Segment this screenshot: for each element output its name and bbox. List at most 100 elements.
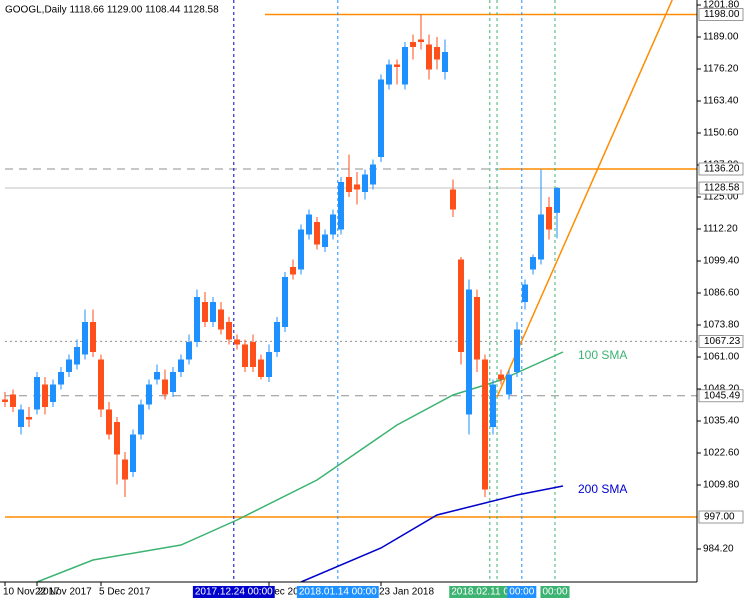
y-tick-label: 1201.80 xyxy=(703,0,740,11)
sma-label: 200 SMA xyxy=(578,482,627,496)
y-tick-label: 1048.20 xyxy=(703,384,740,395)
candle-body xyxy=(538,214,544,260)
candle-body xyxy=(122,459,128,480)
chart-title: GOOGL,Daily 1118.66 1129.00 1108.44 1128… xyxy=(5,5,219,16)
candle-body xyxy=(466,289,472,415)
candle-body xyxy=(522,284,528,302)
level-label-box xyxy=(698,389,744,403)
candle-body xyxy=(386,64,392,85)
level-label: 1067.23 xyxy=(704,336,741,347)
candle-body xyxy=(370,164,376,185)
candle-body xyxy=(306,214,312,235)
candle-body xyxy=(554,188,560,213)
candle-body xyxy=(378,79,384,157)
vline-label: 00:00 xyxy=(509,587,534,598)
level-label: 1198.00 xyxy=(704,9,740,20)
candle-body xyxy=(18,409,24,427)
candle-body xyxy=(274,322,280,352)
y-tick-label: 1189.00 xyxy=(703,32,739,43)
candle-body xyxy=(314,222,320,245)
level-label: 997.00 xyxy=(704,512,735,523)
candle-body xyxy=(2,399,8,402)
candle-body xyxy=(106,409,112,435)
y-tick-label: 1022.60 xyxy=(703,448,740,459)
candle-body xyxy=(138,404,144,435)
candle-body xyxy=(250,342,256,367)
candle-body xyxy=(178,359,184,372)
y-tick-label: 1099.40 xyxy=(703,256,740,267)
y-tick-label: 1125.00 xyxy=(703,192,739,203)
candle-body xyxy=(34,377,40,410)
level-label: 1128.58 xyxy=(704,183,740,194)
vline-label: 2017.12.24 00:00 xyxy=(195,587,273,598)
candle-body xyxy=(514,329,520,372)
candle-body xyxy=(458,259,464,352)
candle-body xyxy=(330,214,336,235)
candle-body xyxy=(42,384,48,407)
level-label-box xyxy=(698,8,744,21)
vline-label-box xyxy=(192,586,275,598)
candle-body xyxy=(418,39,424,42)
candle-body xyxy=(114,422,120,455)
candle-body xyxy=(234,339,240,345)
trend-line xyxy=(496,0,673,398)
candle-body xyxy=(90,322,96,352)
y-tick-label: 1163.40 xyxy=(703,96,739,107)
candle-body xyxy=(226,322,232,340)
candle-body xyxy=(450,189,456,210)
y-tick-label: 1061.00 xyxy=(703,352,740,363)
candle-body xyxy=(218,309,224,330)
candle-body xyxy=(410,42,416,47)
candle-body xyxy=(474,297,480,360)
y-tick-label: 1086.60 xyxy=(703,288,740,299)
candle-body xyxy=(434,47,440,60)
candle-body xyxy=(210,302,216,322)
candle-body xyxy=(546,207,552,230)
candle-body xyxy=(130,434,136,472)
axes: 1201.801189.001176.201163.401150.601137.… xyxy=(3,0,740,598)
candle-body xyxy=(194,297,200,342)
candle-body xyxy=(202,302,208,322)
candle-body xyxy=(498,374,504,380)
y-tick-label: 1150.60 xyxy=(703,128,739,139)
y-tick-label: 1009.80 xyxy=(703,480,740,491)
candle-body xyxy=(98,359,104,410)
candle-body xyxy=(322,234,328,247)
x-tick-label: 10 Nov 2017 xyxy=(3,587,60,598)
x-tick-label: 22 Nov 2017 xyxy=(35,587,92,598)
vline-label: 2018.01.14 00:00 xyxy=(299,587,377,598)
candle-body xyxy=(402,47,408,85)
x-tick-label: Dec 20 xyxy=(267,587,299,598)
vline-label-box xyxy=(507,586,537,598)
level-label: 1045.49 xyxy=(704,390,741,401)
vline-label-box xyxy=(540,586,570,598)
x-tick-label: 23 Jan 2018 xyxy=(379,587,434,598)
candle-body xyxy=(170,372,176,392)
candle-body xyxy=(26,417,32,420)
y-tick-label: 984.20 xyxy=(703,544,734,555)
candle-body xyxy=(530,257,536,270)
vline-label-box xyxy=(296,586,379,598)
level-label-box xyxy=(698,181,744,195)
candle-body xyxy=(506,374,512,395)
y-tick-label: 1035.40 xyxy=(703,416,740,427)
candle-body xyxy=(66,359,72,372)
sma-line xyxy=(300,485,564,582)
candle-body xyxy=(10,394,16,407)
candle-body xyxy=(74,347,80,365)
candle-body xyxy=(50,384,56,402)
candle-body xyxy=(426,44,432,70)
vline-label: 2018.02.11 00:00 xyxy=(451,587,529,598)
sma-label: 100 SMA xyxy=(578,348,627,362)
candle-body xyxy=(338,182,344,230)
candle-body xyxy=(154,372,160,380)
level-label-box xyxy=(698,510,744,524)
y-tick-label: 1176.20 xyxy=(703,64,739,75)
vline-label: 00:00 xyxy=(542,587,567,598)
candle-body xyxy=(242,344,248,367)
candle-body xyxy=(490,384,496,427)
y-tick-label: 1073.80 xyxy=(703,320,740,331)
candle-body xyxy=(82,322,88,355)
candle-body xyxy=(162,379,168,395)
